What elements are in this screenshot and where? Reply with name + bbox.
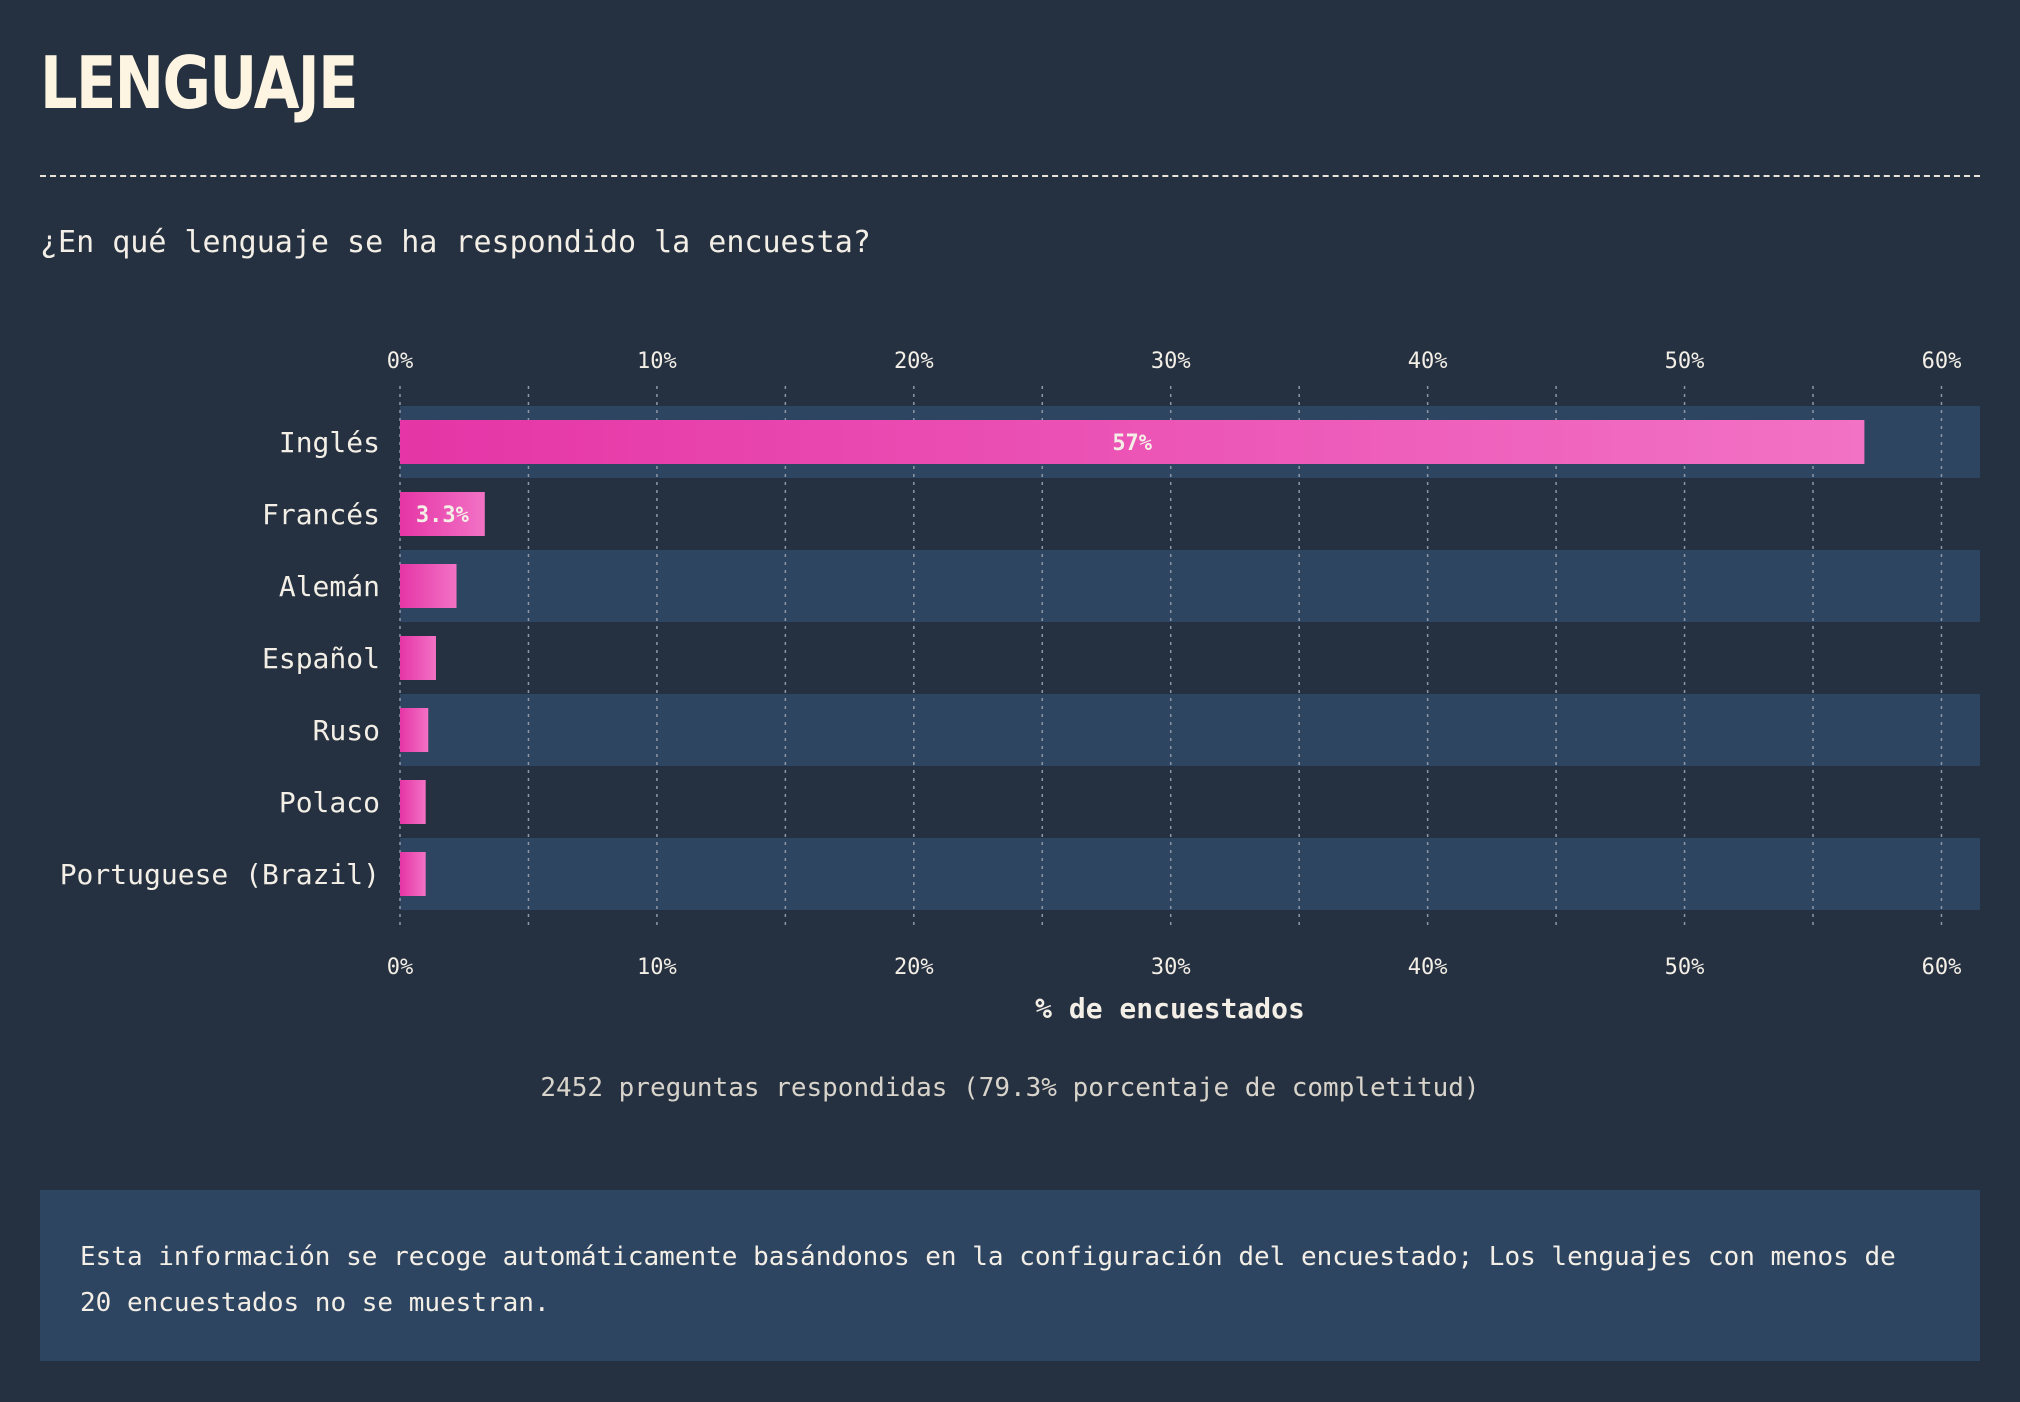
row-band <box>400 550 1980 622</box>
x-tick-label-bottom: 60% <box>1922 955 1962 980</box>
x-tick-label-bottom: 0% <box>387 955 414 980</box>
x-tick-label-top: 50% <box>1665 349 1705 374</box>
bar <box>400 564 457 608</box>
row-band <box>400 694 1980 766</box>
x-tick-label-bottom: 10% <box>637 955 677 980</box>
value-label: 57% <box>1112 431 1152 456</box>
bar <box>400 636 436 680</box>
survey-question: ¿En qué lenguaje se ha respondido la enc… <box>40 225 871 260</box>
bar <box>400 852 426 896</box>
x-axis-title: % de encuestados <box>1035 992 1305 1025</box>
section-divider <box>40 175 1980 177</box>
row-band <box>400 838 1980 910</box>
x-tick-label-top: 20% <box>894 349 934 374</box>
category-label: Inglés <box>279 426 380 459</box>
category-label: Portuguese (Brazil) <box>60 858 380 891</box>
x-tick-label-top: 30% <box>1151 349 1191 374</box>
x-tick-label-bottom: 40% <box>1408 955 1448 980</box>
category-label: Ruso <box>313 714 380 747</box>
category-label: Polaco <box>279 786 380 819</box>
info-note-text: Esta información se recoge automáticamen… <box>80 1242 1896 1318</box>
info-note: Esta información se recoge automáticamen… <box>40 1190 1980 1361</box>
value-label: 3.3% <box>416 503 470 528</box>
bar <box>400 780 426 824</box>
x-tick-label-top: 40% <box>1408 349 1448 374</box>
x-tick-label-top: 10% <box>637 349 677 374</box>
x-tick-label-top: 0% <box>387 349 414 374</box>
category-label: Español <box>262 642 380 675</box>
bar <box>400 420 1865 464</box>
x-tick-label-bottom: 50% <box>1665 955 1705 980</box>
x-tick-label-bottom: 30% <box>1151 955 1191 980</box>
answered-count: 2452 preguntas respondidas (79.3% porcen… <box>540 1073 1480 1103</box>
x-tick-label-bottom: 20% <box>894 955 934 980</box>
language-bar-chart: Inglés 57% Francés 3.3% Alemán Español Ruso Pol… <box>60 349 1980 1025</box>
category-label: Alemán <box>279 570 380 603</box>
bar <box>400 492 485 536</box>
category-label: Francés <box>262 498 380 531</box>
x-tick-label-top: 60% <box>1922 349 1962 374</box>
bar <box>400 708 429 752</box>
section-title: LENGUAJE <box>40 41 358 125</box>
